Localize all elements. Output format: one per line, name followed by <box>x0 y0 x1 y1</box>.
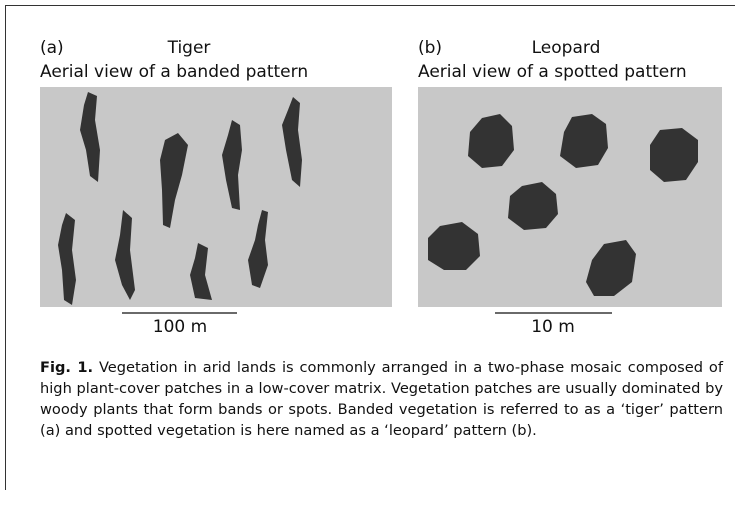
caption: Fig. 1. Vegetation in arid lands is comm… <box>40 357 723 441</box>
scale-label: 10 m <box>531 317 575 337</box>
leopard-panel <box>418 87 722 307</box>
panel-subtitle: Aerial view of a banded pattern <box>40 62 308 82</box>
page: {"panels": [ {"label": "(a)", "name": "T… <box>0 0 735 507</box>
caption-label: Fig. 1. <box>40 359 93 376</box>
panel-name: Tiger <box>168 38 211 58</box>
scale-label: 100 m <box>153 317 207 337</box>
panel-label: (b) <box>418 38 442 58</box>
panel-name: Leopard <box>532 38 601 58</box>
caption-text: Vegetation in arid lands is commonly arr… <box>40 359 723 439</box>
panel-subtitle: Aerial view of a spotted pattern <box>418 62 687 82</box>
panel-label: (a) <box>40 38 64 58</box>
